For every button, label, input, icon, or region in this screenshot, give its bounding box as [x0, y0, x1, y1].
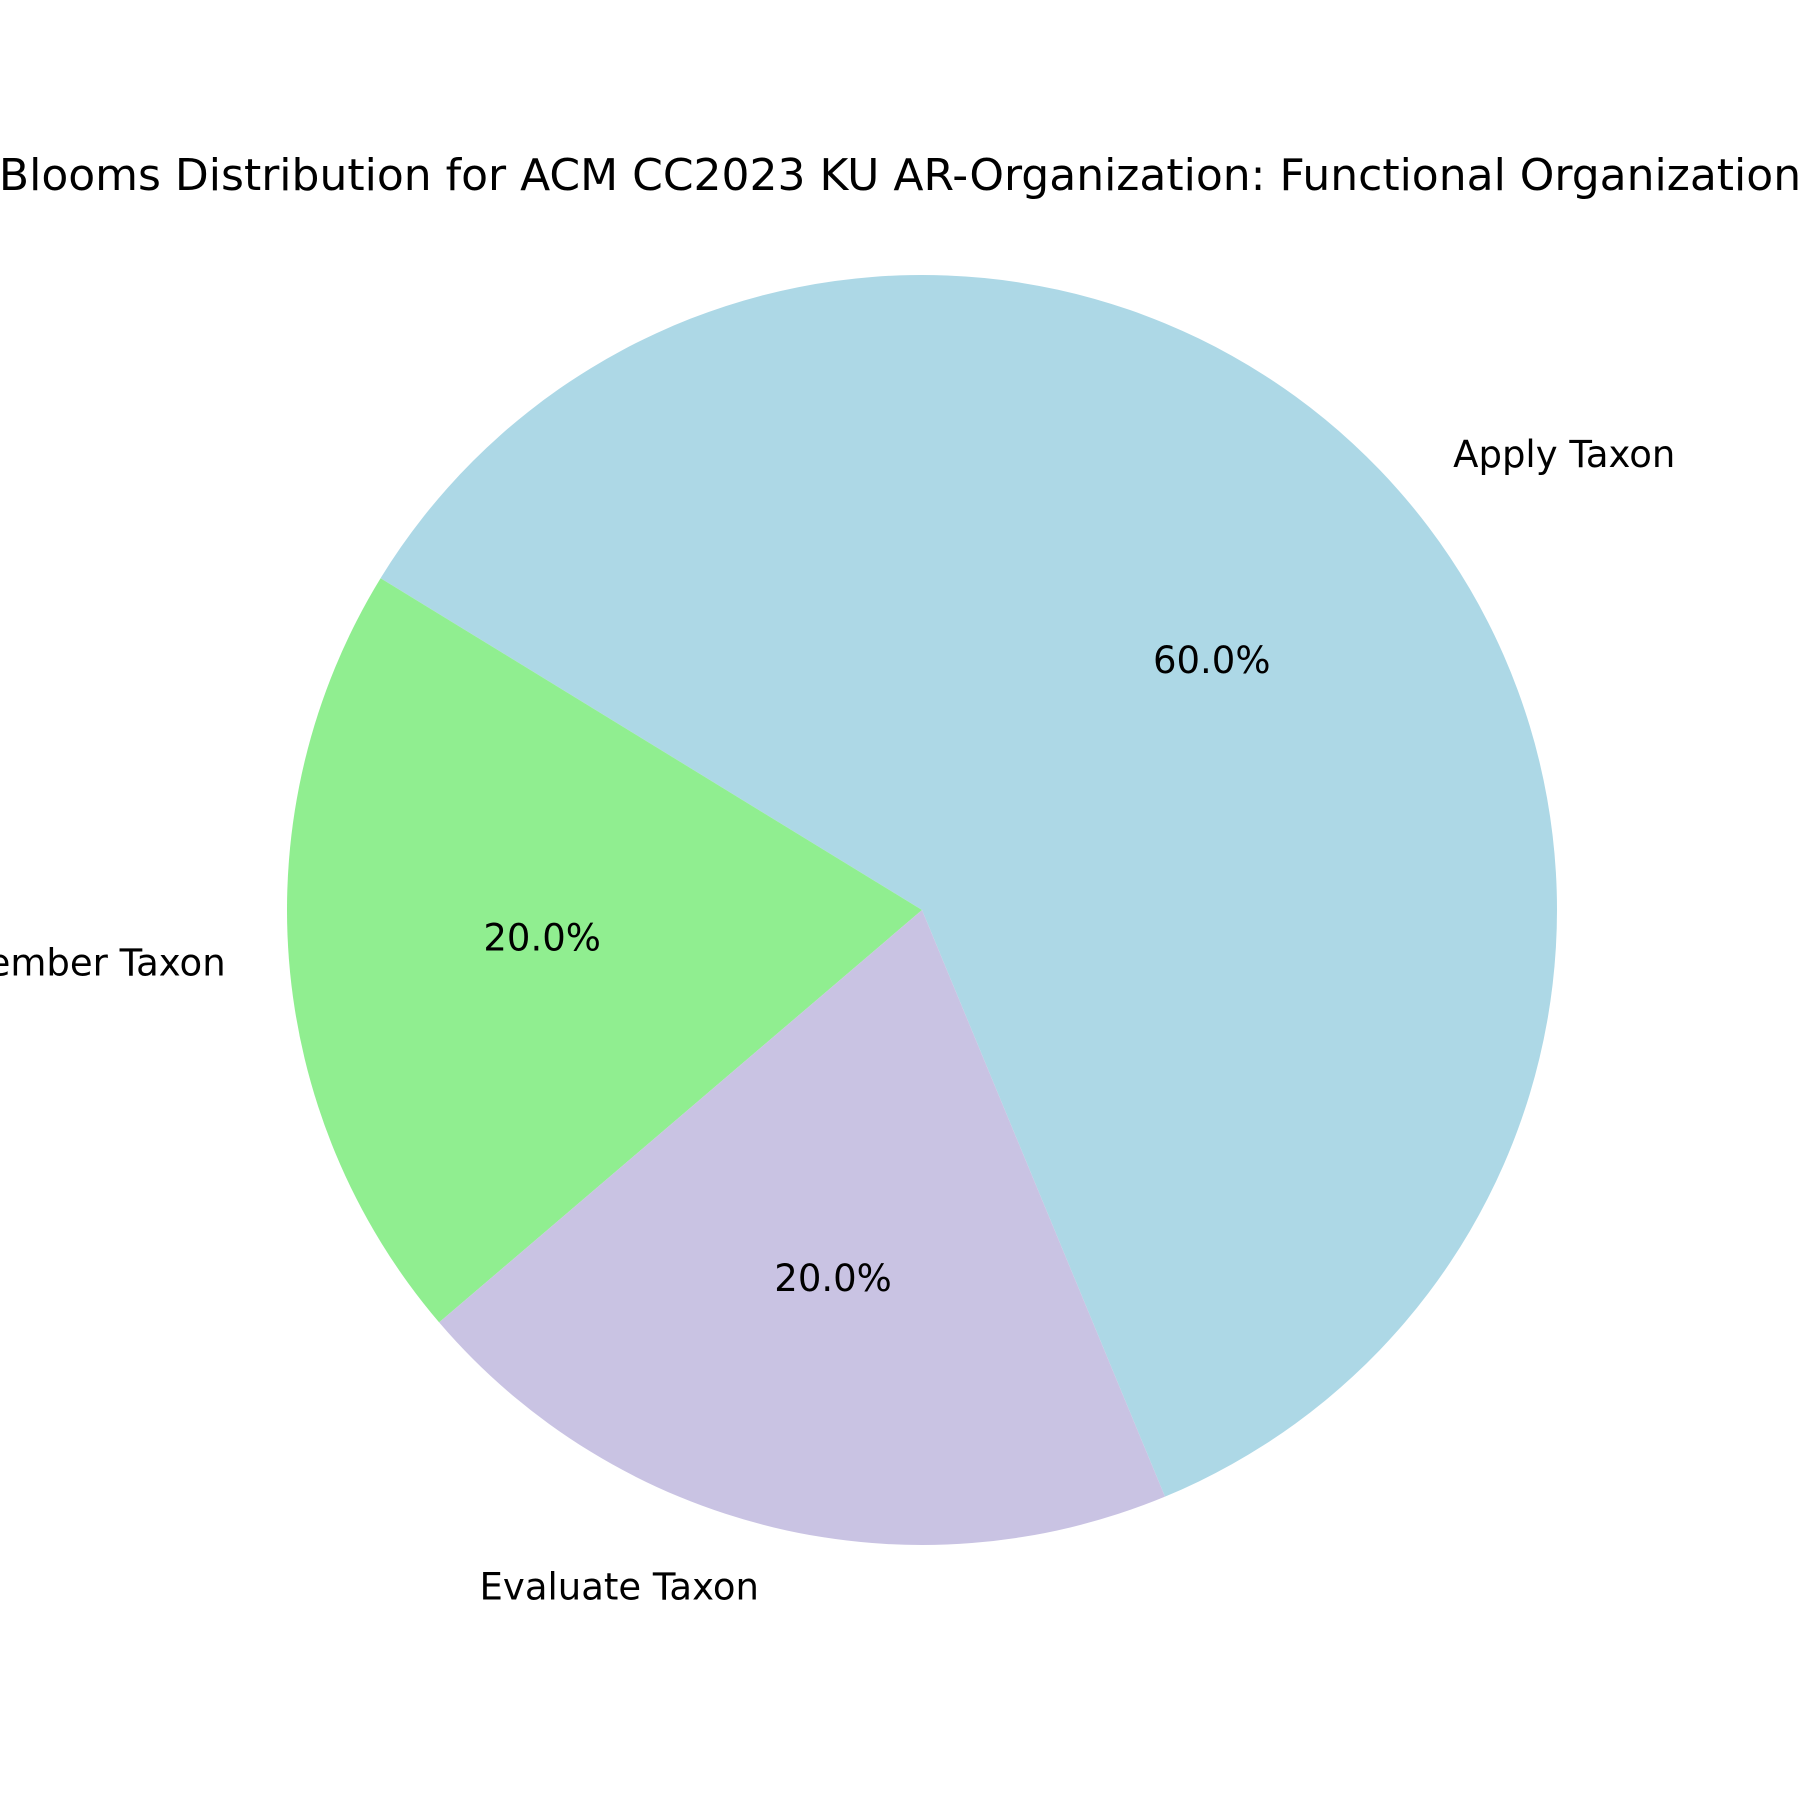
pct-label-remember-taxon: 20.0%	[483, 916, 601, 959]
pct-label-apply-taxon: 60.0%	[1153, 639, 1271, 682]
slice-label-evaluate-taxon: Evaluate Taxon	[480, 1566, 759, 1609]
slice-label-apply-taxon: Apply Taxon	[1453, 433, 1675, 476]
chart-title: Blooms Distribution for ACM CC2023 KU AR…	[0, 150, 1800, 201]
pie-labels: Apply Taxon 60.0% Remember Taxon 20.0% Evalu…	[0, 433, 1675, 1609]
pie-slices	[287, 274, 1557, 1545]
pct-label-evaluate-taxon: 20.0%	[774, 1257, 892, 1300]
pie-slice-remember-taxon	[287, 578, 922, 1323]
pie-slice-evaluate-taxon	[439, 910, 1166, 1545]
pie-slice-apply-taxon	[380, 274, 1557, 1497]
slice-label-remember-taxon: Remember Taxon	[0, 941, 226, 984]
